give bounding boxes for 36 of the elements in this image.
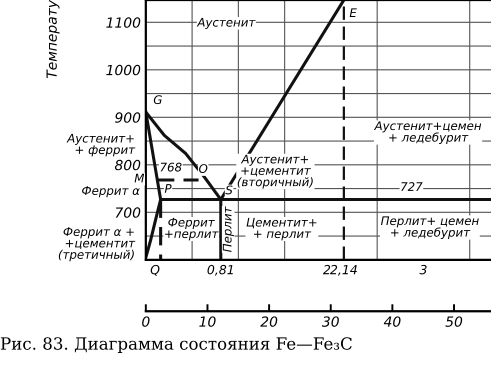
annotation: Феррит +перлит (165, 218, 219, 240)
x2-tick-label: 50 (445, 316, 462, 327)
annotation: Перлит+ цемен + ледебурит (380, 216, 479, 240)
annotation: Аустенит+цемен + ледебурит (374, 121, 482, 144)
y-axis-title: Температу (46, 0, 60, 78)
x-tick-label: 0,81 (207, 264, 233, 276)
annotation: Цементит+ + перлит (246, 218, 316, 240)
x-tick-label: 3 (419, 264, 427, 274)
x-tick-label: 2,14 (330, 264, 357, 276)
y-tick-label: 900 (115, 112, 140, 123)
x2-tick-label: 0 (142, 316, 150, 327)
annotation: G (154, 95, 162, 104)
annotation: Аустенит+ +цементит (вторичный) (238, 154, 313, 189)
x2-tick-label: 30 (322, 316, 339, 327)
text: Феррит α + +цементит (третичный) (58, 227, 136, 262)
annotation: S (225, 185, 232, 194)
annotation: Перлит (222, 206, 234, 252)
annotation: P (164, 184, 172, 193)
x2-tick-label: 40 (384, 316, 401, 327)
annotation: E (350, 8, 357, 18)
annotation: Аустенит (196, 18, 256, 29)
text: Аустенит+ + феррит (66, 134, 136, 156)
x-tick-label: Q (150, 264, 160, 276)
text: Рис. 83. Диаграмма состояния Fe—Fe₃C (0, 337, 352, 354)
y-tick-label: 1100 (106, 17, 140, 28)
annotation: O (199, 164, 208, 174)
y-tick-label: 800 (114, 160, 140, 170)
text: M (134, 174, 144, 182)
text: Феррит α (82, 186, 140, 198)
y-tick-label: 700 (116, 207, 140, 218)
y-tick-label: 1000 (106, 64, 140, 76)
annotation: 727 (401, 182, 423, 191)
x-tick-label: 2 (323, 264, 330, 274)
x2-tick-label: 10 (199, 316, 216, 327)
x2-tick-label: 20 (260, 316, 278, 327)
annotation: 768 (160, 162, 182, 172)
